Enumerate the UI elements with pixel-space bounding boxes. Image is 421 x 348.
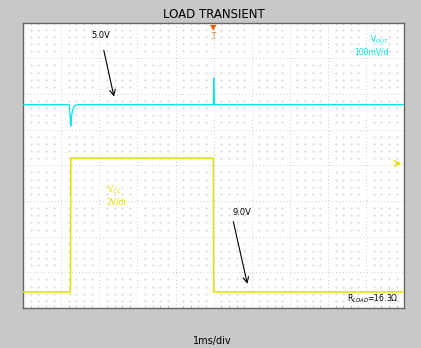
Text: V$_{OUT}$
100mV/d: V$_{OUT}$ 100mV/d — [354, 33, 389, 57]
Text: R$_{LOAD}$=16.3Ω: R$_{LOAD}$=16.3Ω — [347, 293, 398, 305]
Text: T̲: T̲ — [211, 32, 216, 38]
Title: LOAD TRANSIENT: LOAD TRANSIENT — [163, 8, 264, 22]
Text: 9.0V: 9.0V — [233, 208, 252, 217]
Text: 5.0V: 5.0V — [92, 31, 111, 40]
Text: 1ms/div: 1ms/div — [193, 336, 232, 346]
Text: ▼: ▼ — [210, 23, 217, 32]
Text: V$_{CC}$
2V/di: V$_{CC}$ 2V/di — [107, 183, 127, 207]
